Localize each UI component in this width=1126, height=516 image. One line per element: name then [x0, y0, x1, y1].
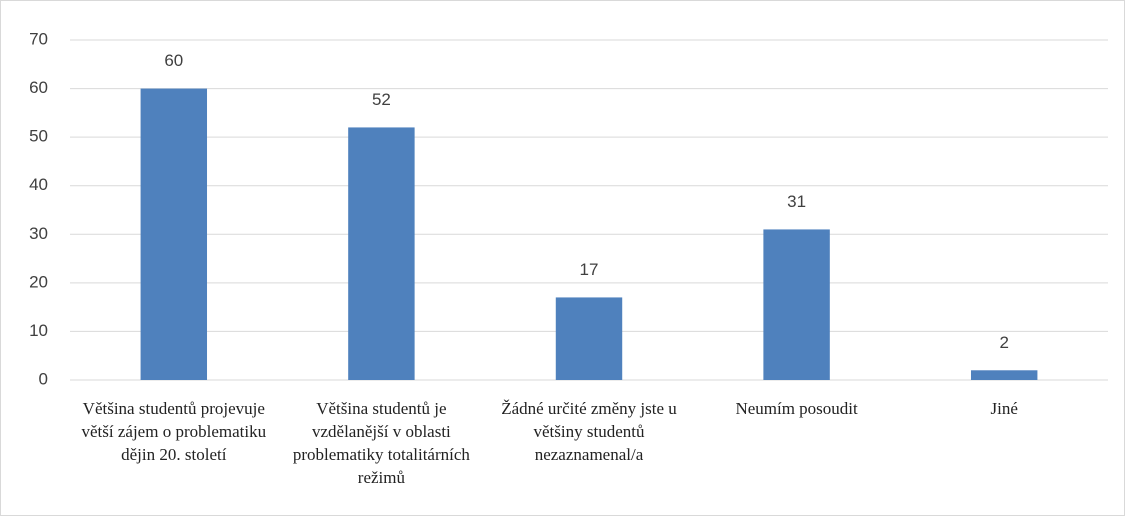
bar: [970, 370, 1038, 380]
x-tick-label: Jiné: [990, 399, 1018, 418]
x-tick-label: Neumím posoudit: [735, 399, 858, 418]
data-label: 31: [787, 192, 806, 211]
bar: [140, 88, 208, 381]
y-tick-label: 30: [29, 224, 48, 243]
x-tick-label: Žádné určité změny jste u většiny studen…: [501, 399, 677, 464]
data-label: 60: [164, 51, 183, 70]
y-tick-label: 10: [29, 321, 48, 340]
y-tick-label: 70: [29, 29, 48, 48]
y-tick-label: 20: [29, 272, 48, 291]
y-tick-label: 60: [29, 78, 48, 97]
x-tick-label: Většina studentů je vzdělanější v oblast…: [292, 399, 470, 487]
y-tick-label: 40: [29, 175, 48, 194]
bar: [555, 297, 623, 380]
data-label: 17: [580, 260, 599, 279]
data-label: 52: [372, 90, 391, 109]
y-tick-label: 50: [29, 127, 48, 146]
data-label: 2: [999, 333, 1008, 352]
bar: [348, 127, 415, 380]
bar: [763, 229, 830, 380]
x-tick-label: Většina studentů projevuje větší zájem o…: [81, 399, 267, 464]
y-tick-label: 0: [39, 369, 48, 388]
